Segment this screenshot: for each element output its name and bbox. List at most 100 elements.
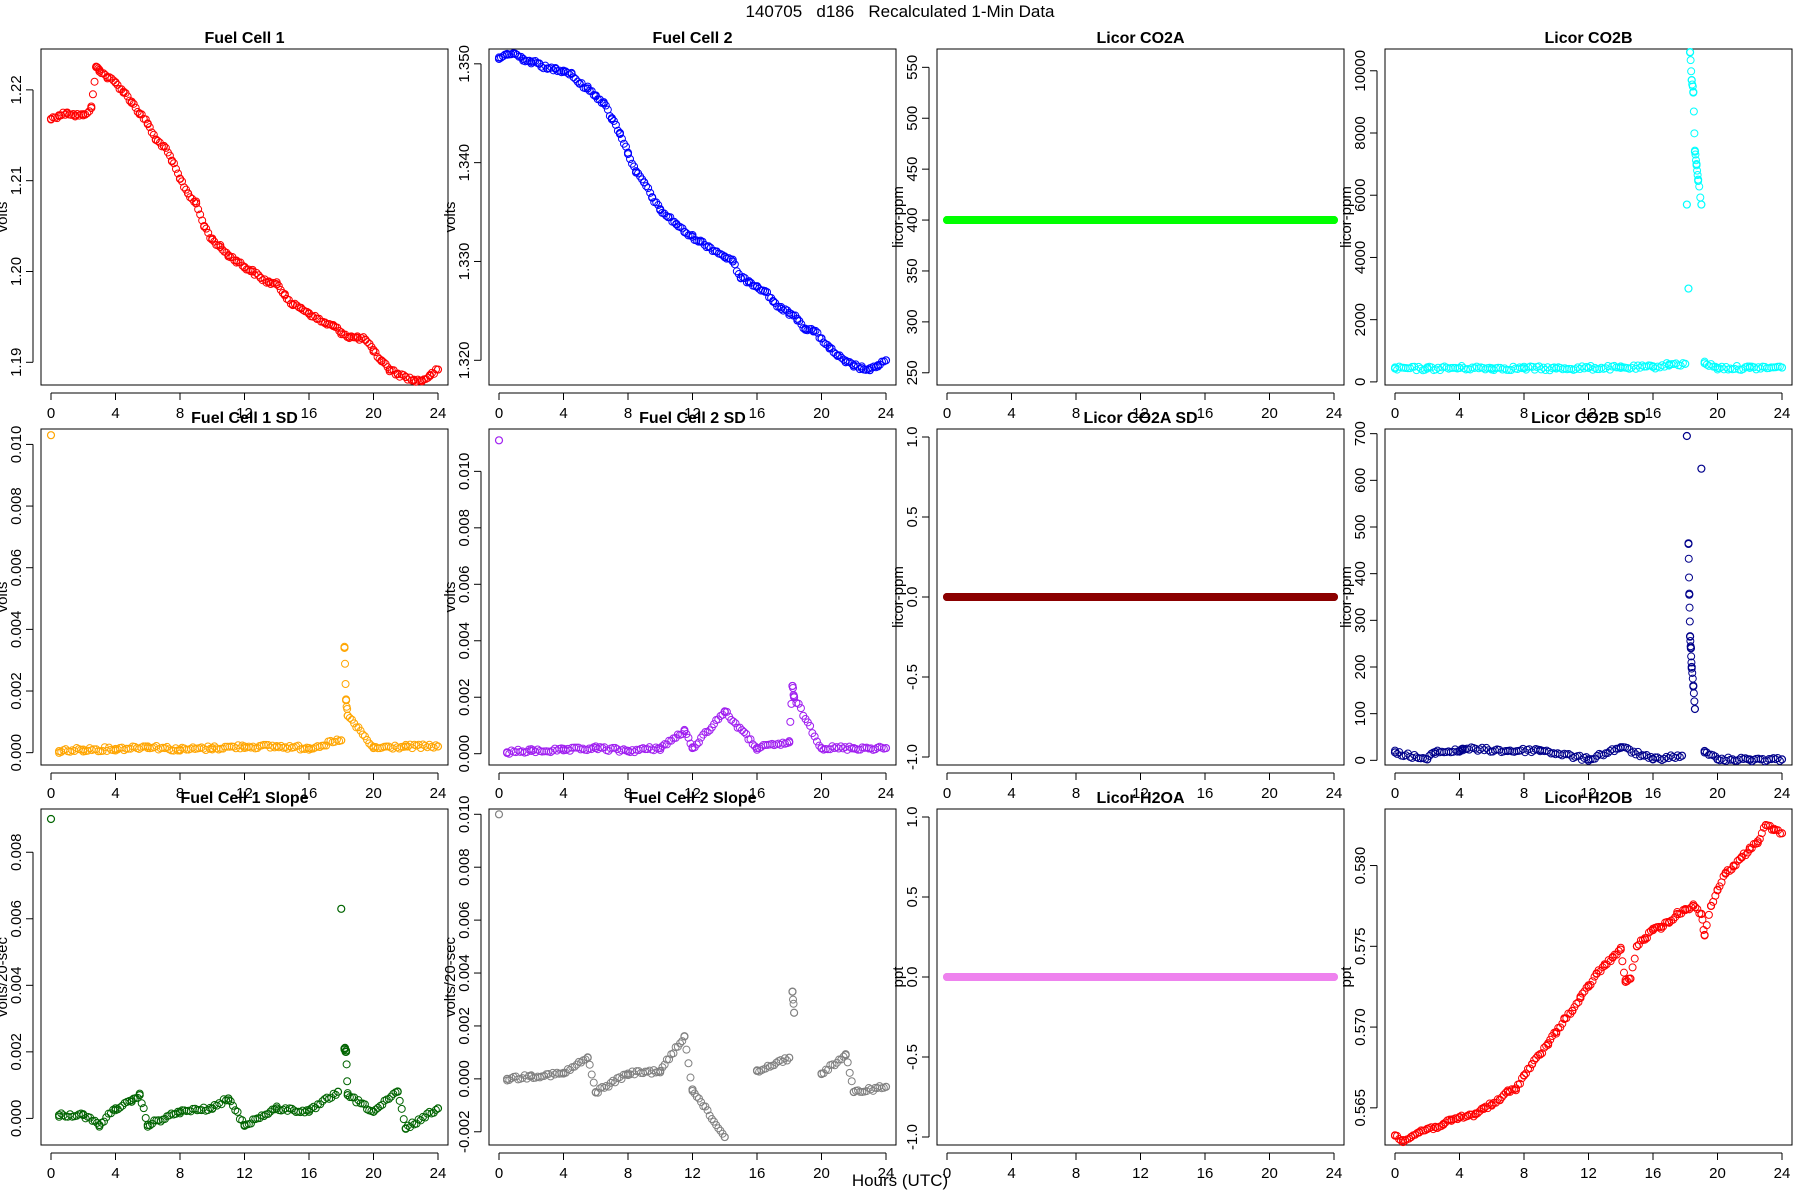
data-point [284,296,293,305]
data-point [607,115,616,124]
data-point [585,1060,594,1069]
y-tick-label: 0.565 [1352,1089,1369,1127]
data-point [66,747,75,756]
data-point [703,1106,712,1115]
x-tick-label: 8 [176,785,184,802]
data-point [967,973,976,981]
data-point [959,973,968,981]
data-point [376,1102,385,1111]
data-point [281,1104,290,1113]
data-point [73,110,82,119]
data-point [1233,216,1242,225]
x-tick-label: 8 [1072,405,1080,422]
data-point [1678,359,1687,368]
y-tick-label: 1.0 [904,807,921,828]
data-point [1072,593,1080,601]
data-point [656,745,665,754]
data-point [1689,900,1698,909]
data-point [1080,216,1089,225]
data-point [549,66,558,75]
data-point [688,230,697,239]
data-point [540,1071,549,1080]
data-point [1593,365,1602,374]
data-point [839,1052,848,1061]
data-point [583,82,592,91]
data-point [975,593,984,601]
data-point [1528,1059,1537,1068]
data-points [1390,48,1787,375]
data-point [1698,915,1707,924]
data-point [1731,861,1740,870]
data-point [740,728,749,737]
data-point [1775,756,1784,765]
y-tick-label: 100 [1352,701,1369,726]
data-point [1176,216,1185,225]
data-point [1039,593,1048,601]
data-point [137,110,146,119]
data-points [1390,431,1787,766]
data-point [300,1108,309,1117]
data-point [373,353,382,362]
data-point [1741,851,1750,860]
data-point [1449,363,1458,372]
data-point [654,744,663,753]
data-point [1735,855,1744,864]
data-point [680,1032,689,1041]
data-point [1558,1019,1567,1028]
panel: Licor H2OA 0 4 8 12 16 20 24 -1.0 -0.5 0.0 0.5 1.0 pp… [890,790,1345,1182]
data-point [1330,593,1338,601]
data-point [686,1073,695,1082]
data-point [830,1061,839,1070]
data-point [1729,862,1738,871]
data-point [569,73,578,82]
data-points [494,810,891,1142]
data-point [763,288,772,297]
y-tick-label: -1.0 [904,744,921,770]
data-point [975,216,984,225]
data-point [384,1094,393,1103]
data-point [563,744,572,753]
data-point [1686,56,1695,65]
x-tick-label: 16 [749,405,766,422]
data-point [666,213,675,222]
data-point [1713,886,1722,895]
y-tick-label: 0.002 [456,1007,473,1045]
data-point [1497,1093,1506,1102]
y-tick-label: 6000 [1352,179,1369,212]
x-tick-label: 4 [1455,785,1463,802]
data-point [652,198,661,207]
y-axis-label: licor-ppm [1338,186,1355,248]
data-point [656,205,665,214]
data-point [1466,365,1475,374]
data-point [262,278,271,287]
data-point [1692,156,1700,165]
data-point [1753,839,1762,848]
panel: Licor CO2A 0 4 8 12 16 20 24 250 300 350 400 450 500 5… [890,30,1345,422]
data-point [335,737,344,746]
y-tick-label: 0.0 [904,967,921,988]
y-tick-label: 1.21 [8,166,25,195]
data-point [397,742,406,751]
data-point [1455,1112,1464,1121]
data-point [1209,973,1218,981]
data-point [630,162,639,171]
y-axis-label: volts/20-sec [442,936,459,1017]
data-point [1407,1133,1416,1142]
data-point [624,150,632,159]
data-point [331,1090,340,1099]
data-point [1638,361,1647,370]
data-point [1297,216,1306,225]
data-point [393,1087,402,1096]
x-tick-label: 24 [430,405,447,422]
panel: Licor CO2B SD 0 4 8 12 16 20 24 0 100 200 300 400 500… [1338,410,1793,802]
data-point [345,713,354,722]
x-tick-label: 12 [684,405,701,422]
data-point [1484,746,1493,755]
data-point [395,1096,404,1105]
data-point [1707,901,1716,910]
data-point [1503,1086,1512,1095]
y-tick-label: 1.0 [904,427,921,448]
data-point [95,67,104,76]
data-point [1120,593,1129,601]
data-point [1694,177,1703,186]
